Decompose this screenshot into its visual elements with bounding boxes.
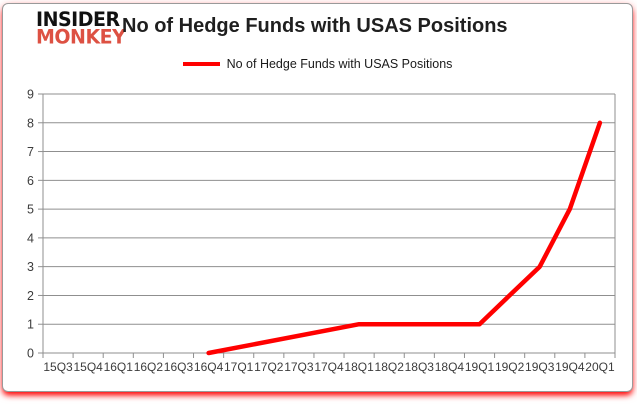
svg-text:2: 2 (27, 289, 34, 303)
svg-text:18Q2: 18Q2 (375, 360, 405, 374)
svg-text:4: 4 (27, 231, 34, 245)
legend-label: No of Hedge Funds with USAS Positions (226, 57, 453, 71)
svg-text:19Q3: 19Q3 (525, 360, 555, 374)
svg-text:19Q4: 19Q4 (555, 360, 585, 374)
svg-text:15Q3: 15Q3 (43, 360, 73, 374)
svg-text:19Q1: 19Q1 (465, 360, 495, 374)
series-line (206, 120, 603, 356)
svg-text:6: 6 (27, 174, 34, 188)
legend-line-swatch (182, 62, 220, 66)
svg-text:5: 5 (27, 203, 34, 217)
svg-text:3: 3 (27, 260, 34, 274)
svg-text:18Q4: 18Q4 (435, 360, 465, 374)
chart-title: No of Hedge Funds with USAS Positions (122, 15, 508, 37)
svg-text:1: 1 (27, 318, 34, 332)
svg-text:15Q4: 15Q4 (73, 360, 103, 374)
svg-text:7: 7 (27, 145, 34, 159)
logo-line-monkey: MONKEY (36, 26, 126, 49)
y-gridlines (38, 93, 615, 354)
y-axis-labels: 0 1 2 3 4 5 6 7 8 9 (27, 88, 34, 361)
svg-text:16Q1: 16Q1 (104, 360, 134, 374)
svg-text:20Q1: 20Q1 (585, 360, 615, 374)
x-axis-ticks (42, 353, 616, 358)
svg-text:17Q3: 17Q3 (284, 360, 314, 374)
svg-text:17Q2: 17Q2 (254, 360, 284, 374)
svg-text:17Q4: 17Q4 (314, 360, 344, 374)
axes (42, 94, 616, 354)
svg-text:0: 0 (27, 347, 34, 361)
insider-monkey-logo: INSIDER MONKEY (36, 8, 126, 49)
svg-text:16Q2: 16Q2 (134, 360, 164, 374)
svg-text:17Q1: 17Q1 (224, 360, 254, 374)
svg-text:19Q2: 19Q2 (495, 360, 525, 374)
svg-text:9: 9 (27, 88, 34, 102)
svg-text:16Q3: 16Q3 (164, 360, 194, 374)
svg-text:16Q4: 16Q4 (194, 360, 224, 374)
logo-line-insider: INSIDER (36, 8, 120, 32)
x-axis-labels: 15Q3 15Q4 16Q1 16Q2 16Q3 16Q4 17Q1 17Q2 17Q3 17Q4… (43, 360, 615, 374)
legend: No of Hedge Funds with USAS Positions (3, 57, 632, 71)
svg-text:18Q3: 18Q3 (405, 360, 435, 374)
chart-card: INSIDER MONKEY No of Hedge Funds with US… (2, 3, 633, 392)
svg-text:18Q1: 18Q1 (344, 360, 374, 374)
svg-text:8: 8 (27, 116, 34, 130)
